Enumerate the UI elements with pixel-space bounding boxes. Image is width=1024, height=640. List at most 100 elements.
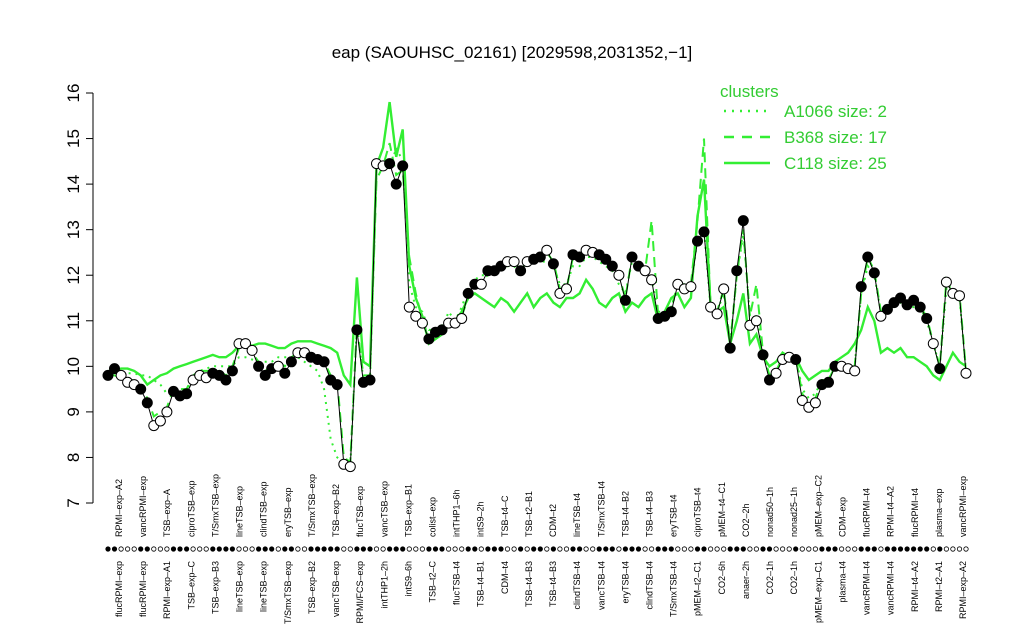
rug-mark (570, 546, 576, 552)
data-point (606, 260, 618, 272)
rug-mark (806, 546, 812, 552)
rug-mark (321, 546, 327, 552)
rug-mark (177, 546, 183, 552)
data-point (272, 360, 284, 372)
rug-mark (544, 546, 550, 552)
rug-mark (334, 546, 340, 552)
rug-mark (891, 546, 897, 552)
rug-mark (445, 546, 452, 552)
rug-mark (255, 546, 262, 552)
x-label-bottom: clindTSB–t4 (572, 561, 582, 610)
rug-mark (328, 546, 334, 552)
data-point (737, 215, 749, 227)
data-point (613, 269, 625, 281)
x-label-bottom: vancRPMI–t4 (886, 561, 896, 615)
data-point (796, 395, 808, 406)
data-point (541, 244, 553, 256)
y-tick-label: 10 (64, 357, 83, 376)
x-label-top: TSB–exp–A (162, 489, 172, 537)
rug-mark (760, 546, 766, 552)
rug-mark (203, 546, 209, 552)
rug-mark (609, 546, 615, 552)
rug-mark (478, 546, 484, 552)
x-label-top: vancTSB–exp (379, 481, 389, 537)
rug-mark (400, 546, 406, 552)
rug-mark (681, 546, 688, 552)
data-point (253, 360, 265, 372)
x-label-bottom: TSB–t4–B3 (548, 561, 558, 607)
rug-mark (380, 546, 386, 552)
x-label-bottom: pMEM–t2–C1 (693, 561, 703, 616)
x-label-top: TSB–t4–C (500, 495, 510, 537)
rug-mark (766, 546, 773, 552)
data-point (161, 406, 173, 418)
rug-mark (413, 546, 419, 552)
x-label-top: TSB–t4–B3 (645, 491, 655, 537)
data-point (574, 251, 586, 263)
rug-mark (236, 546, 242, 552)
rug-mark (583, 546, 589, 552)
rug-mark (865, 546, 871, 552)
x-label-top: CDM–t2 (548, 504, 558, 537)
rug-mark (694, 546, 701, 552)
rug-mark (629, 546, 635, 552)
rug-mark (622, 546, 629, 552)
x-label-top: ciproTSB–exp (186, 480, 196, 537)
x-label-bottom: RPMI–t4–A2 (910, 561, 920, 612)
rug-mark (603, 546, 609, 552)
rug-mark (504, 546, 511, 552)
x-label-bottom: RPMI–t2–A1 (934, 561, 944, 612)
data-point (561, 283, 572, 295)
data-point (285, 356, 297, 368)
x-label-bottom: intS9–6h (403, 561, 413, 597)
data-point (914, 301, 926, 313)
data-point (135, 383, 147, 395)
y-tick-label: 9 (64, 407, 83, 416)
data-point (724, 342, 736, 354)
x-label-top: ciproTSB–t4 (693, 487, 703, 537)
rug-mark (596, 546, 602, 552)
data-point (764, 374, 775, 386)
x-label-bottom: lineTSB–exp (235, 561, 245, 612)
rug-mark (295, 546, 301, 552)
rug-mark (662, 546, 668, 552)
x-label-bottom: flucRPMI–exp (114, 561, 124, 617)
x-label-top: flucTSB–exp (355, 486, 365, 537)
rug-mark (924, 546, 930, 552)
rug-mark (753, 546, 760, 552)
x-label-bottom: anaer–2h (741, 561, 751, 599)
data-point (508, 256, 520, 268)
rug-mark (131, 546, 137, 552)
y-tick-label: 7 (64, 498, 83, 507)
data-point (416, 317, 428, 329)
x-label-top: T/SmxTSB–exp (307, 474, 317, 537)
data-point (240, 338, 251, 350)
x-label-top: lineTSB–exp (235, 486, 245, 537)
x-label-top: TSB–t4–B2 (620, 491, 630, 537)
rug-mark (485, 546, 491, 552)
rug-mark (734, 546, 740, 552)
rug-mark (125, 546, 131, 552)
rug-mark (144, 546, 150, 552)
data-point (344, 461, 356, 473)
rug-mark (157, 546, 163, 552)
data-point (515, 265, 527, 277)
x-label-bottom: TSB–t2–C (428, 561, 438, 603)
rug-mark (432, 546, 439, 552)
data-point (226, 365, 238, 377)
rug-mark (537, 546, 543, 552)
rug-mark (531, 546, 537, 552)
x-label-top: plasma–exp (934, 488, 944, 537)
x-label-top: clindTSB–exp (259, 481, 269, 537)
y-tick-label: 13 (64, 220, 83, 239)
data-point (718, 283, 730, 295)
x-label-top: TSB–exp–B1 (403, 484, 413, 537)
x-label-bottom: clindTSB–t4 (645, 561, 655, 610)
x-label-bottom: intTHP1–2h (379, 561, 389, 609)
rug-mark (937, 546, 943, 552)
x-label-bottom: lineTSB–exp (259, 561, 269, 612)
rug-mark (858, 546, 864, 552)
x-label-top: lineTSB–t4 (572, 493, 582, 537)
y-tick-label: 11 (64, 312, 83, 330)
rug-mark (347, 546, 353, 552)
